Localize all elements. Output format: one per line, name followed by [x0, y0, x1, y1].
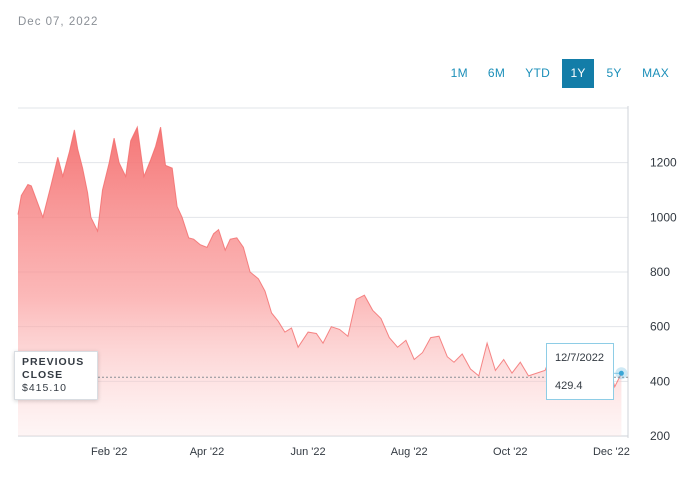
x-tick-label: Jun '22: [291, 446, 326, 458]
x-tick-label: Feb '22: [91, 446, 127, 458]
y-axis: 200 400 600 800 1000 1200: [650, 156, 677, 443]
range-tab-1y[interactable]: 1Y: [562, 59, 595, 88]
range-selector: 1M 6M YTD 1Y 5Y MAX: [443, 59, 677, 88]
range-tab-ytd[interactable]: YTD: [525, 66, 551, 80]
range-tab-5y[interactable]: 5Y: [606, 66, 622, 80]
range-tab-max[interactable]: MAX: [642, 66, 669, 80]
price-area: [18, 127, 622, 436]
hover-marker: [618, 370, 624, 376]
y-tick-label: 1200: [650, 156, 677, 170]
y-tick-label: 200: [650, 429, 670, 443]
x-tick-label: Oct '22: [493, 446, 528, 458]
price-area-series: [17, 125, 622, 436]
x-tick-label: Apr '22: [190, 446, 225, 458]
hover-tooltip: 12/7/2022 429.4: [546, 343, 614, 400]
x-tick-label: Dec '22: [593, 446, 630, 458]
x-tick-label: Aug '22: [391, 446, 428, 458]
previous-close-title: PREVIOUS CLOSE: [22, 356, 85, 381]
date-label: Dec 07, 2022: [18, 16, 99, 28]
y-tick-label: 400: [650, 374, 670, 388]
y-tick-label: 1000: [650, 210, 677, 224]
range-tab-6m[interactable]: 6M: [487, 66, 506, 80]
chart-overlay: [86, 367, 628, 380]
tooltip-date: 12/7/2022: [555, 352, 604, 364]
price-line: [17, 125, 622, 389]
y-tick-label: 800: [650, 265, 670, 279]
y-tick-label: 600: [650, 320, 670, 334]
previous-close-label: PREVIOUS CLOSE $415.10: [14, 351, 98, 400]
range-tab-1m[interactable]: 1M: [450, 66, 468, 80]
tooltip-value: 429.4: [555, 380, 583, 392]
previous-close-value: $415.10: [22, 382, 67, 394]
x-axis: Feb '22 Apr '22 Jun '22 Aug '22 Oct '22 Dec '…: [91, 446, 630, 458]
